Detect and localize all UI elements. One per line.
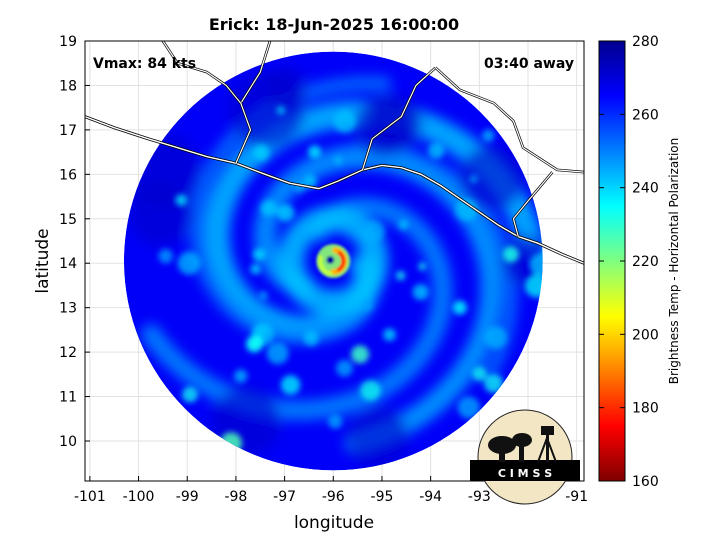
x-tick-label: -95 <box>371 489 394 505</box>
plot-frame <box>84 40 585 482</box>
y-tick-label: 12 <box>59 345 77 361</box>
convective-cell <box>177 251 201 275</box>
colorbar-tick-label: 240 <box>632 181 659 197</box>
cimss-logo: C I M S S <box>470 409 580 505</box>
state-border <box>512 171 553 237</box>
convective-cell <box>412 283 429 301</box>
convective-cell <box>529 253 543 276</box>
convective-cell <box>457 396 480 419</box>
convective-cell <box>308 145 322 159</box>
x-tick-label: -100 <box>123 489 155 505</box>
convective-cell <box>398 219 409 230</box>
convective-cell <box>484 326 508 349</box>
time-away-annotation: 03:40 away <box>484 56 574 72</box>
y-tick-label: 16 <box>59 167 77 183</box>
convective-cell <box>280 375 301 395</box>
state-border <box>435 67 584 173</box>
clear-region <box>459 144 525 211</box>
eyewall-arc <box>318 255 333 276</box>
y-tick-label: 11 <box>59 390 77 406</box>
x-tick-label: -94 <box>419 489 442 505</box>
state-border <box>162 41 242 104</box>
convective-cell <box>328 414 343 429</box>
eye <box>326 256 335 264</box>
convective-cell <box>276 105 286 115</box>
convective-cell <box>303 330 319 346</box>
colorbar: 160 180 200 220 240 260 280 Brightness Temp - … <box>598 34 681 490</box>
convective-cell <box>336 359 353 377</box>
state-border <box>361 67 436 171</box>
convective-cell <box>158 249 173 264</box>
clear-region <box>353 96 415 157</box>
colorbar-tick-label: 220 <box>632 254 659 270</box>
convective-cell <box>502 246 519 263</box>
coastline <box>85 41 584 265</box>
plot-area: -101-100-99-98-97-96-95-94-93-92-91 1011… <box>59 34 588 505</box>
x-axis-label: longitude <box>294 513 374 533</box>
convective-cell <box>303 174 317 189</box>
y-tick-label: 13 <box>59 301 77 317</box>
x-tick-label: -97 <box>273 489 296 505</box>
convective-cell <box>234 369 248 383</box>
convective-cell <box>333 110 356 133</box>
convective-cell <box>351 345 370 364</box>
x-tick-label: -96 <box>322 489 345 505</box>
x-tick-label: -93 <box>468 489 491 505</box>
convective-cell <box>418 262 427 271</box>
convective-cell <box>261 199 278 216</box>
convective-cell <box>362 220 385 243</box>
colorbar-label: Brightness Temp - Horizontal Polarizatio… <box>667 138 681 385</box>
convective-cell <box>252 248 266 261</box>
y-tick-label: 19 <box>59 34 77 50</box>
convective-cell <box>472 366 487 382</box>
convective-cell <box>482 129 495 142</box>
convective-cell <box>361 299 373 312</box>
colorbar-tick-label: 260 <box>632 107 659 123</box>
convective-cell <box>253 144 270 161</box>
clear-region <box>347 406 409 468</box>
convective-cell <box>247 335 264 352</box>
convective-cell <box>181 386 198 403</box>
convective-cell <box>360 380 381 401</box>
colorbar-ticks: 160 180 200 220 240 260 280 <box>599 34 659 490</box>
x-tick-label: -91 <box>565 489 588 505</box>
convective-cell <box>333 156 343 165</box>
convective-cell <box>266 342 289 365</box>
y-axis-label: latitude <box>33 228 53 293</box>
colorbar-tick-label: 180 <box>632 401 659 417</box>
y-tick-label: 17 <box>59 123 77 139</box>
colorbar-tick-label: 200 <box>632 327 659 343</box>
convective-cell <box>250 263 261 275</box>
convective-cell <box>452 300 467 315</box>
clear-region <box>228 71 305 149</box>
convective-cell <box>484 374 504 394</box>
colorbar-tick-label: 280 <box>632 34 659 50</box>
x-tick-label: -98 <box>224 489 247 505</box>
convective-cell <box>395 270 406 281</box>
cimss-logo-text: C I M S S <box>498 467 552 480</box>
coastline-line <box>85 115 584 264</box>
y-tick-label: 10 <box>59 434 77 450</box>
eyewall-arc <box>336 251 346 272</box>
convective-cell <box>383 328 396 342</box>
convective-cell <box>469 174 478 184</box>
convective-cell <box>258 291 268 301</box>
y-tick-label: 18 <box>59 78 77 94</box>
x-tick-label: -99 <box>176 489 199 505</box>
y-axis-ticks: 10 11 12 13 14 15 16 17 18 19 <box>59 34 90 450</box>
convective-cell <box>276 204 295 222</box>
convective-cell <box>175 194 187 206</box>
rain-band <box>254 146 503 454</box>
y-tick-label: 15 <box>59 212 77 228</box>
y-tick-label: 14 <box>59 256 77 272</box>
convective-cell <box>428 142 445 159</box>
convective-cell <box>455 199 478 222</box>
x-tick-label: -101 <box>74 489 106 505</box>
colorbar-tick-label: 160 <box>632 474 659 490</box>
chart-title: Erick: 18-Jun-2025 16:00:00 <box>209 15 459 34</box>
inner-band <box>278 206 389 316</box>
vmax-annotation: Vmax: 84 kts <box>93 56 196 72</box>
